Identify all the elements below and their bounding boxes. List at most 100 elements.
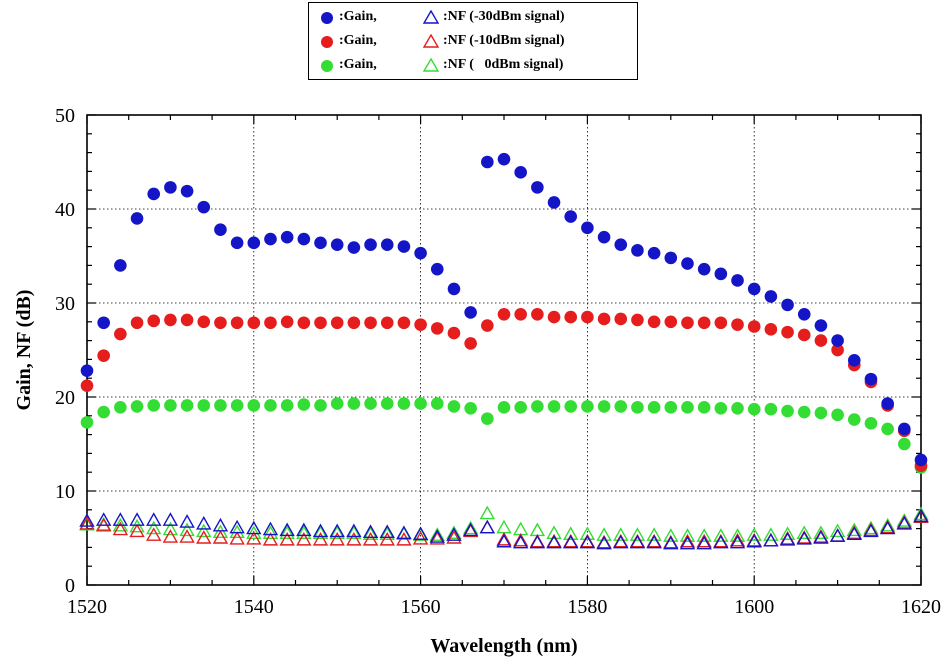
gain-point <box>414 246 427 260</box>
nf-point <box>646 534 662 549</box>
gain-point <box>597 230 611 244</box>
gain-point <box>514 307 527 321</box>
nf-point <box>446 530 462 544</box>
nf-point <box>229 524 245 539</box>
nf-point <box>179 529 195 543</box>
gain-point <box>347 241 361 254</box>
gain-point <box>731 274 744 287</box>
gain-point <box>197 315 211 329</box>
gain-point <box>364 238 377 252</box>
gain-point <box>814 406 828 420</box>
nf-point <box>212 524 229 539</box>
nf-point <box>279 531 295 546</box>
gain-point <box>230 236 244 250</box>
nf-point <box>512 534 529 549</box>
nf-point <box>396 525 412 539</box>
legend-nf-marker-0dbm <box>423 58 439 72</box>
nf-point <box>212 530 229 544</box>
nf-point <box>329 523 345 538</box>
nf-point <box>346 525 362 539</box>
gain-point <box>747 402 761 416</box>
nf-point <box>312 523 329 538</box>
nf-point <box>362 531 379 546</box>
gain-point <box>497 152 511 166</box>
x-tick-label: 1620 <box>901 596 941 618</box>
nf-point <box>129 512 145 526</box>
nf-point <box>663 528 679 542</box>
gain-point <box>847 413 861 426</box>
gain-point <box>364 316 377 330</box>
gain-point <box>297 316 311 330</box>
gain-point <box>114 327 127 341</box>
nf-point <box>596 527 612 541</box>
gain-point <box>297 232 311 246</box>
gain-point <box>714 316 728 330</box>
nf-point <box>813 530 829 544</box>
gain-point <box>764 402 778 416</box>
gain-point <box>697 262 711 276</box>
gain-point <box>614 312 628 326</box>
gain-point <box>531 307 544 321</box>
gain-point <box>130 212 144 225</box>
nf-point <box>429 531 445 545</box>
gain-point <box>97 405 110 419</box>
gain-point <box>430 322 444 335</box>
gain-point <box>230 316 244 330</box>
nf-point <box>429 529 445 543</box>
nf-point <box>796 525 812 539</box>
nf-point <box>763 527 779 541</box>
nf-point <box>496 519 512 534</box>
gain-point <box>731 318 744 331</box>
legend-gain-marker-0dbm <box>321 60 333 72</box>
nf-point <box>696 528 712 542</box>
gain-point <box>114 259 127 272</box>
gain-point <box>264 232 277 246</box>
plot-frame <box>86 114 922 586</box>
gain-point <box>180 184 194 198</box>
nf-series <box>79 505 929 542</box>
gain-point <box>114 401 127 414</box>
gain-point <box>664 401 678 414</box>
gain-point <box>197 399 211 412</box>
x-axis-title: Wavelength (nm) <box>430 635 577 657</box>
nf-point <box>512 532 529 547</box>
nf-point <box>362 524 379 539</box>
gain-point <box>180 313 194 327</box>
nf-point <box>512 521 529 536</box>
y-tick-label: 0 <box>65 575 75 597</box>
y-axis-title: Gain, NF (dB) <box>13 290 35 411</box>
nf-point <box>79 515 95 530</box>
gain-point <box>914 453 928 467</box>
gain-point <box>380 316 394 330</box>
nf-point <box>663 535 679 550</box>
gain-point <box>614 238 628 252</box>
legend-gain-marker-30dbm <box>321 12 333 24</box>
legend-nf-label: :NF (-30dBm signal) <box>443 9 565 24</box>
x-tick-label: 1520 <box>67 596 107 618</box>
nf-point <box>896 513 913 527</box>
gain-point <box>447 400 461 413</box>
gain-point <box>314 399 327 412</box>
nf-point <box>95 512 112 526</box>
x-tick-label: 1580 <box>567 596 607 618</box>
gain-point <box>564 310 578 324</box>
gain-point <box>481 412 494 425</box>
nf-point <box>162 529 179 543</box>
gain-point <box>797 328 811 342</box>
gain-point <box>464 306 477 319</box>
nf-point <box>863 520 879 535</box>
nf-point <box>796 531 812 545</box>
x-tick-label: 1600 <box>734 596 774 618</box>
nf-point <box>729 528 746 542</box>
gain-point <box>764 290 778 303</box>
legend-nf-marker-10dbm <box>423 34 439 48</box>
gain-point <box>781 325 794 339</box>
nf-point <box>379 531 395 546</box>
nf-point <box>129 523 145 538</box>
nf-point <box>262 521 279 536</box>
gain-point <box>247 399 261 412</box>
nf-point <box>879 517 896 532</box>
gain-point <box>164 181 177 194</box>
legend-row-30dbm: :Gain, :NF (-30dBm signal) <box>309 7 637 29</box>
nf-point <box>229 519 245 534</box>
